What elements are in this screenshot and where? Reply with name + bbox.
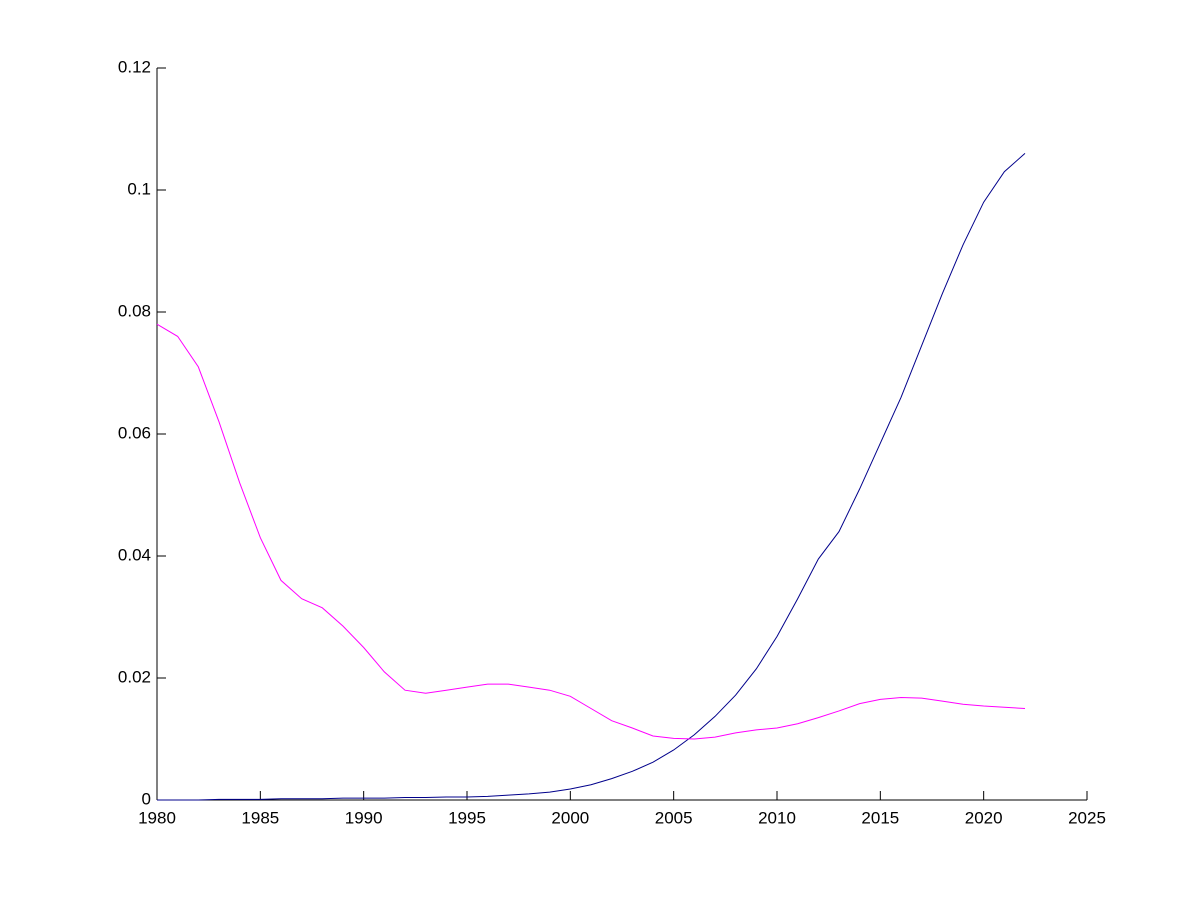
y-tick-label: 0.04 — [118, 545, 151, 564]
y-tick-label: 0.08 — [118, 301, 151, 320]
x-tick-label: 1980 — [138, 808, 176, 827]
x-tick-label: 1995 — [448, 808, 486, 827]
x-tick-label: 2015 — [861, 808, 899, 827]
x-tick-label: 2000 — [551, 808, 589, 827]
x-tick-label: 2025 — [1068, 808, 1106, 827]
x-tick-label: 1985 — [241, 808, 279, 827]
x-tick-label: 2005 — [655, 808, 693, 827]
line-series — [157, 153, 1026, 801]
y-tick-label: 0.06 — [118, 423, 151, 442]
line-series — [156, 323, 1026, 740]
x-tick-label: 2020 — [965, 808, 1003, 827]
y-tick-label: 0.1 — [127, 179, 151, 198]
x-tick-label: 2010 — [758, 808, 796, 827]
x-tick-label: 1990 — [345, 808, 383, 827]
y-tick-label: 0 — [142, 789, 151, 808]
y-tick-label: 0.02 — [118, 667, 151, 686]
y-tick-label: 0.12 — [118, 57, 151, 76]
